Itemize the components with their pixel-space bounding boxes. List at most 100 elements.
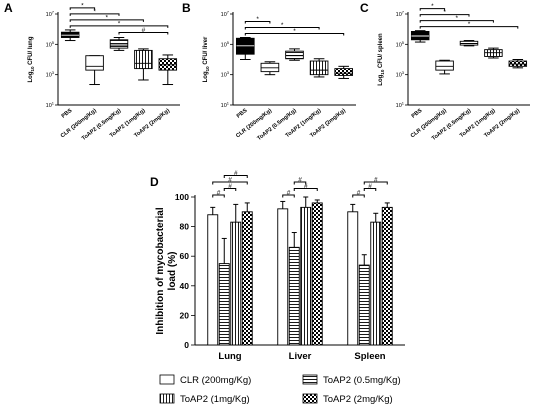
significance-label: * xyxy=(118,20,121,27)
box xyxy=(309,60,329,76)
bar xyxy=(277,208,289,346)
box xyxy=(285,50,304,60)
significance-bracket xyxy=(419,26,519,29)
significance-label: * xyxy=(468,21,471,28)
y-axis-label: Log10 CFU/ liver xyxy=(203,36,210,82)
significance-label: * xyxy=(431,3,434,10)
significance-label: # xyxy=(142,27,146,34)
y-tick-label: 101 xyxy=(46,101,55,110)
significance-bracket xyxy=(223,188,237,191)
significance-bracket xyxy=(363,181,388,185)
box xyxy=(334,68,354,76)
box xyxy=(435,60,454,71)
significance-bracket xyxy=(419,8,446,11)
legend-label: CLR (200mg/Kg) xyxy=(180,375,251,386)
x-tick-label: Liver xyxy=(289,351,312,362)
significance-label: * xyxy=(93,8,96,15)
significance-label: * xyxy=(256,16,259,23)
bar xyxy=(347,211,359,346)
panel-letter: A xyxy=(4,1,13,15)
legend-label: ToAP2 (1mg/Kg) xyxy=(180,394,250,405)
legend-swatch xyxy=(159,393,175,404)
significance-label: # xyxy=(228,183,232,190)
y-tick-label: 100 xyxy=(175,192,189,202)
bar xyxy=(358,264,370,346)
bar xyxy=(218,263,230,346)
x-tick-label: PBS xyxy=(236,108,249,120)
significance-bracket xyxy=(244,27,320,30)
y-tick-label: 80 xyxy=(180,222,190,232)
significance-bracket xyxy=(244,33,345,36)
box xyxy=(134,49,153,70)
y-tick-label: 60 xyxy=(180,251,190,261)
significance-label: # xyxy=(287,190,291,197)
y-tick-label: 105 xyxy=(46,40,55,49)
significance-bracket xyxy=(293,181,307,185)
y-tick-label: 40 xyxy=(180,281,190,291)
significance-bracket xyxy=(69,13,120,16)
significance-label: * xyxy=(281,22,284,29)
significance-label: * xyxy=(81,2,84,9)
y-tick-label: 103 xyxy=(46,70,55,79)
x-tick-label: Lung xyxy=(218,351,241,362)
significance-bracket xyxy=(293,188,318,191)
significance-bracket xyxy=(419,14,470,17)
legend-label: ToAP2 (2mg/Kg) xyxy=(323,394,393,405)
significance-bracket xyxy=(69,19,144,22)
y-tick-label: 103 xyxy=(396,70,405,79)
bar xyxy=(381,206,393,346)
y-tick-label: 105 xyxy=(221,40,230,49)
y-axis-label: Inhibition of mycobacterialload (%) xyxy=(155,207,178,334)
box xyxy=(85,55,104,71)
panel-letter: C xyxy=(360,1,369,15)
bar xyxy=(207,214,219,346)
panel-letter: D xyxy=(150,175,159,189)
significance-label: # xyxy=(304,183,308,190)
y-axis-label: Log10 CFU/ spleen xyxy=(378,33,385,86)
legend-swatch xyxy=(302,393,318,404)
y-tick-label: 20 xyxy=(180,310,190,320)
y-tick-label: 101 xyxy=(396,101,405,110)
bar xyxy=(300,206,312,346)
y-tick-label: 105 xyxy=(396,40,405,49)
significance-label: # xyxy=(217,190,221,197)
bar xyxy=(241,211,253,346)
legend-swatch xyxy=(159,374,175,385)
significance-label: * xyxy=(443,9,446,16)
significance-label: * xyxy=(106,14,109,21)
significance-label: * xyxy=(456,15,459,22)
significance-bracket xyxy=(282,194,295,198)
y-tick-label: 103 xyxy=(221,70,230,79)
significance-label: # xyxy=(374,177,378,184)
significance-bracket xyxy=(69,25,169,28)
significance-bracket xyxy=(69,7,96,10)
significance-bracket xyxy=(419,20,494,23)
x-tick-label: Spleen xyxy=(354,351,385,362)
significance-label: # xyxy=(357,190,361,197)
significance-label: # xyxy=(234,170,238,177)
bar xyxy=(288,246,300,346)
x-tick-label: PBS xyxy=(61,108,74,120)
bar xyxy=(370,221,382,346)
significance-bracket xyxy=(244,21,271,24)
y-tick-label: 107 xyxy=(396,10,405,19)
x-tick-label: PBS xyxy=(411,108,424,120)
significance-bracket xyxy=(212,181,248,185)
significance-label: # xyxy=(368,183,372,190)
significance-bracket xyxy=(352,194,365,198)
y-tick-label: 0 xyxy=(184,340,189,350)
significance-bracket xyxy=(363,188,377,191)
significance-bracket xyxy=(212,194,225,198)
significance-label: # xyxy=(298,177,302,184)
y-tick-label: 101 xyxy=(221,101,230,110)
y-axis-label: Log10 CFU/ lung xyxy=(28,36,35,82)
bar xyxy=(230,221,242,346)
y-tick-label: 107 xyxy=(221,10,230,19)
legend-swatch xyxy=(302,374,318,385)
legend-label: ToAP2 (0.5mg/Kg) xyxy=(323,375,401,386)
significance-bracket xyxy=(223,175,248,178)
